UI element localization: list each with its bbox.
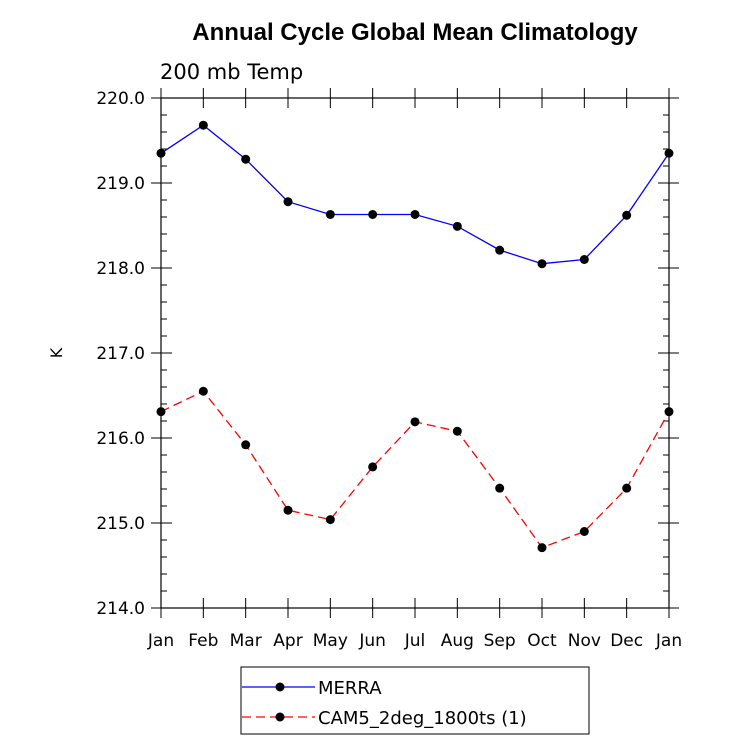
legend-marker-cam5 [275, 712, 285, 722]
y-tick-label: 217.0 [96, 344, 145, 364]
data-point [622, 483, 632, 493]
x-tick-label: May [313, 631, 348, 651]
y-tick-label: 215.0 [96, 514, 145, 534]
data-point [410, 209, 420, 219]
x-tick-label: Apr [273, 631, 302, 651]
x-tick-label: Mar [230, 631, 262, 651]
series-group [156, 120, 674, 553]
x-tick-label: Nov [568, 631, 601, 651]
data-point [325, 209, 335, 219]
x-tick-label: Jan [147, 631, 174, 651]
x-tick-label: Feb [188, 631, 218, 651]
data-point [283, 505, 293, 515]
x-tick-label: Jan [655, 631, 682, 651]
y-tick-label: 216.0 [96, 429, 145, 449]
x-tick-label: Aug [441, 631, 474, 651]
data-point [495, 483, 505, 493]
legend-label-merra: MERRA [318, 678, 382, 699]
data-point [622, 210, 632, 220]
legend-box [240, 666, 590, 735]
x-tick-labels: Jan Feb Mar Apr May Jun Jul Aug Sep Oct Nov Dec Jan [147, 631, 682, 651]
legend-marker-merra [275, 682, 285, 692]
y-tick-labels: 214.0 215.0 216.0 217.0 218.0 219.0 220.0 [96, 89, 145, 619]
data-point [368, 462, 378, 472]
data-point [579, 527, 589, 536]
data-point [241, 440, 251, 450]
data-point [368, 209, 378, 219]
data-point [198, 386, 208, 396]
y-tick-label: 220.0 [96, 89, 145, 109]
x-tick-label: Jul [404, 631, 426, 651]
data-point [495, 245, 505, 255]
y-tick-label: 218.0 [96, 259, 145, 279]
data-point [198, 120, 208, 130]
series-line-1 [160, 390, 670, 549]
series-line-0 [160, 124, 670, 265]
data-point [537, 259, 547, 269]
x-tick-label: Oct [527, 631, 557, 651]
y-tick-label: 219.0 [96, 174, 145, 194]
data-point [452, 426, 462, 436]
chart-subtitle: 200 mb Temp [160, 60, 303, 84]
y-axis-label: K [47, 347, 66, 358]
data-point [410, 417, 420, 427]
data-point [537, 543, 547, 553]
data-point [452, 221, 462, 231]
x-tick-label: Jun [358, 631, 386, 651]
chart-title: Annual Cycle Global Mean Climatology [192, 19, 638, 46]
plot-frame [160, 97, 670, 609]
y-tick-label: 214.0 [96, 599, 145, 619]
data-point [241, 154, 251, 164]
x-tick-label: Sep [484, 631, 516, 651]
axis-ticks [151, 88, 679, 618]
legend: MERRA CAM5_2deg_1800ts (1) [240, 666, 590, 735]
legend-label-cam5: CAM5_2deg_1800ts (1) [318, 708, 527, 729]
data-point [283, 197, 293, 207]
data-point [325, 515, 335, 525]
x-tick-label: Dec [610, 631, 643, 651]
data-point [579, 255, 589, 264]
